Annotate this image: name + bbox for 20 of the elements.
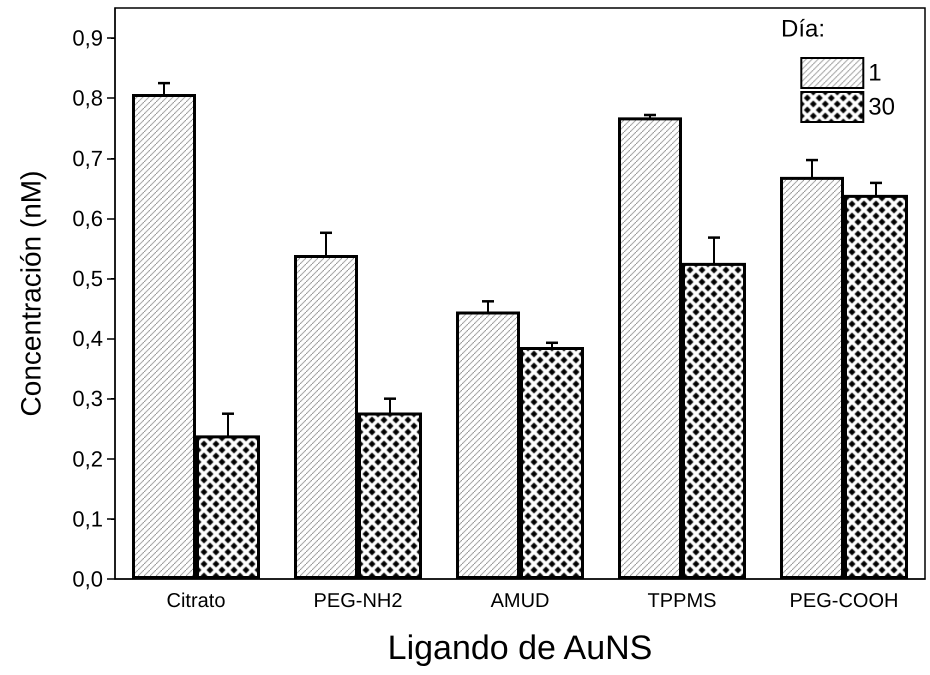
- x-tick-label: Citrato: [166, 590, 226, 612]
- y-tick-label: 0,3: [72, 386, 103, 412]
- y-tick-label: 0,6: [72, 206, 103, 231]
- y-axis-title: Concentración (nM): [16, 170, 46, 416]
- x-tick-label: TPPMS: [648, 590, 716, 612]
- x-tick-label: PEG-COOH: [790, 590, 898, 612]
- y-tick-label: 0,7: [72, 146, 103, 171]
- x-tick-label: AMUD: [490, 590, 550, 612]
- legend-label: 30: [868, 94, 896, 120]
- y-tick-label: 0,0: [72, 566, 103, 592]
- y-tick-label: 0,5: [72, 266, 103, 291]
- legend-title: Día:: [780, 16, 825, 42]
- y-tick-label: 0,9: [72, 26, 103, 51]
- y-tick-label: 0,4: [72, 326, 103, 352]
- y-tick-label: 0,1: [72, 506, 103, 532]
- y-tick-label: 0,2: [72, 446, 103, 472]
- x-axis-title: Ligando de AuNS: [388, 629, 652, 667]
- legend-label: 1: [868, 60, 882, 86]
- y-tick-label: 0,8: [72, 86, 103, 111]
- x-tick-label: PEG-NH2: [314, 590, 402, 612]
